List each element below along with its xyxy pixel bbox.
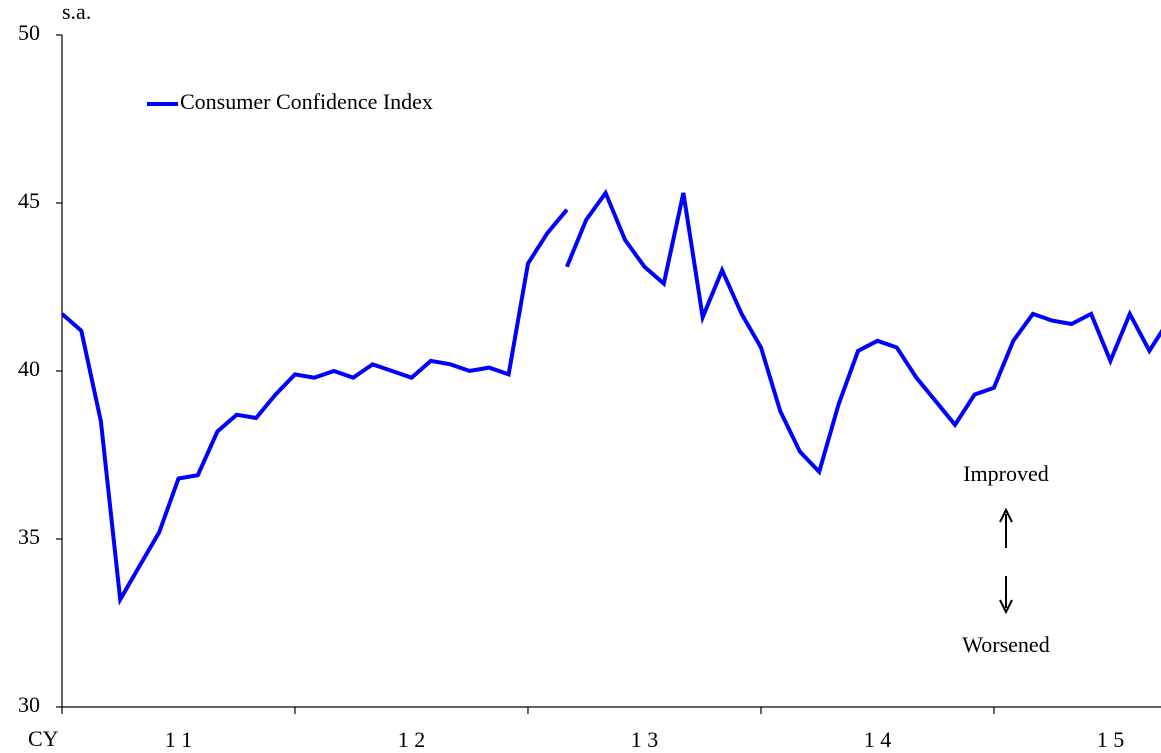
x-tick-label: 1 3 <box>631 727 659 752</box>
x-tick-label: 1 2 <box>398 727 426 752</box>
annotation: Improved <box>963 461 1049 486</box>
y-tick-label: 40 <box>18 356 40 381</box>
y-unit-label: s.a. <box>62 0 91 24</box>
arrow-down <box>999 576 1013 615</box>
y-tick-label: 35 <box>18 524 40 549</box>
arrow-up <box>999 507 1013 548</box>
y-tick-label: 50 <box>18 20 40 45</box>
data-line <box>62 188 1161 606</box>
annotation: Worsened <box>962 632 1049 657</box>
plot-area <box>61 35 1161 708</box>
legend: Consumer Confidence Index <box>147 89 433 114</box>
y-tick-label: 45 <box>18 188 40 213</box>
legend-label: Consumer Confidence Index <box>180 89 433 114</box>
x-tick-label: 1 5 <box>1097 727 1125 752</box>
y-tick-label: 30 <box>18 692 40 717</box>
x-unit-label: CY <box>28 726 59 751</box>
x-tick-label: 1 4 <box>864 727 892 752</box>
x-tick-label: 1 1 <box>165 727 193 752</box>
